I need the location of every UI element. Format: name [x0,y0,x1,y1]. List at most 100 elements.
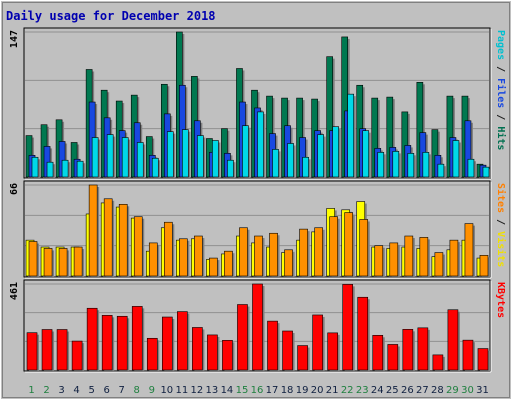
bar-pages-day-13 [212,140,219,178]
day-label-7: 7 [119,385,125,396]
bar-sites-day-12 [194,235,203,277]
bar-kbytes-day-25 [387,344,399,371]
bar-pages-day-28 [437,163,445,178]
bar-pages-day-3 [61,159,69,178]
bar-kbytes-day-22 [342,284,354,371]
bar-sites-day-27 [419,237,429,277]
day-label-23: 23 [356,385,369,396]
bar-pages-day-4 [76,160,84,178]
bar-kbytes-day-11 [177,311,188,371]
bar-sites-day-9 [148,242,158,277]
bar-sites-day-26 [404,235,414,277]
bar-sites-day-28 [434,252,444,277]
bar-kbytes-day-3 [56,329,68,371]
bar-kbytes-day-14 [222,340,233,371]
bar-pages-day-18 [287,143,294,178]
bar-sites-day-25 [389,242,399,277]
legend-bottom: KBytes [495,282,506,318]
bar-pages-day-22 [347,93,355,178]
bar-pages-day-29 [452,140,460,178]
day-label-6: 6 [103,385,109,396]
day-label-20: 20 [311,385,324,396]
bar-pages-day-5 [91,137,99,178]
day-label-29: 29 [446,385,459,396]
bar-sites-day-5 [88,184,98,277]
bar-sites-day-18 [284,249,293,277]
bar-pages-day-19 [302,156,309,178]
bar-kbytes-day-20 [312,314,323,371]
bar-kbytes-day-8 [131,306,143,371]
day-label-3: 3 [58,385,64,396]
bar-sites-day-16 [254,235,263,277]
bar-pages-day-11 [182,129,189,178]
day-label-19: 19 [296,385,309,396]
bar-pages-day-26 [407,153,415,178]
bar-kbytes-day-12 [192,327,203,371]
bar-pages-day-12 [197,135,204,178]
bar-pages-day-27 [422,152,430,178]
bar-sites-day-4 [73,246,83,277]
bar-pages-day-8 [136,142,144,178]
bar-sites-day-14 [224,250,233,277]
bar-sites-day-19 [299,228,308,277]
day-label-16: 16 [251,385,264,396]
bar-kbytes-day-18 [282,330,293,371]
axis-max-label-top: 147 [9,30,20,48]
bar-sites-day-29 [449,239,459,277]
day-label-30: 30 [461,385,474,396]
bar-pages-day-9 [151,157,159,178]
bar-kbytes-day-1 [26,332,38,371]
day-label-18: 18 [281,385,294,396]
chart-title: Daily usage for December 2018 [6,9,216,23]
bar-pages-day-24 [377,152,385,178]
day-label-2: 2 [43,385,49,396]
bar-pages-day-23 [362,130,370,178]
day-label-11: 11 [175,385,188,396]
day-label-17: 17 [266,385,279,396]
day-label-22: 22 [341,385,354,396]
day-label-21: 21 [326,385,339,396]
bar-pages-day-21 [332,126,339,178]
bar-kbytes-day-21 [327,332,338,371]
day-label-13: 13 [206,385,219,396]
bar-kbytes-day-2 [41,329,53,371]
bar-pages-day-25 [392,151,400,178]
bar-sites-day-1 [28,241,38,277]
bar-sites-day-10 [163,221,173,277]
bar-sites-day-6 [103,198,113,277]
bar-pages-day-14 [227,159,234,178]
bar-pages-day-17 [272,149,279,178]
bar-kbytes-day-10 [161,316,173,371]
day-label-31: 31 [476,385,489,396]
day-label-26: 26 [401,385,414,396]
legend-middle: Sites / Visits [495,183,507,267]
day-label-1: 1 [28,385,34,396]
bar-kbytes-day-27 [417,327,429,371]
bar-pages-day-20 [317,134,324,178]
day-label-10: 10 [160,385,173,396]
bar-sites-day-8 [133,216,143,277]
day-label-9: 9 [149,385,155,396]
bar-sites-day-23 [359,219,369,277]
day-label-14: 14 [221,385,234,396]
bar-sites-day-15 [239,227,248,277]
day-label-4: 4 [73,385,79,396]
bar-sites-day-20 [314,227,323,277]
bar-kbytes-day-13 [207,334,218,371]
bar-pages-day-31 [482,166,490,178]
bar-kbytes-day-23 [357,296,369,371]
bar-pages-day-16 [257,111,264,178]
bar-sites-day-13 [209,257,218,277]
bar-kbytes-day-28 [432,354,444,371]
bar-kbytes-day-4 [71,340,83,371]
day-label-25: 25 [386,385,399,396]
bar-pages-day-7 [121,137,129,178]
axis-max-label-middle: 66 [9,183,20,195]
day-label-15: 15 [236,385,249,396]
bar-sites-day-30 [464,223,474,277]
legend-top: Pages / Files / Hits [495,30,507,150]
day-label-28: 28 [431,385,444,396]
day-label-8: 8 [134,385,140,396]
bar-kbytes-day-19 [297,345,308,371]
bar-sites-day-21 [329,216,338,277]
